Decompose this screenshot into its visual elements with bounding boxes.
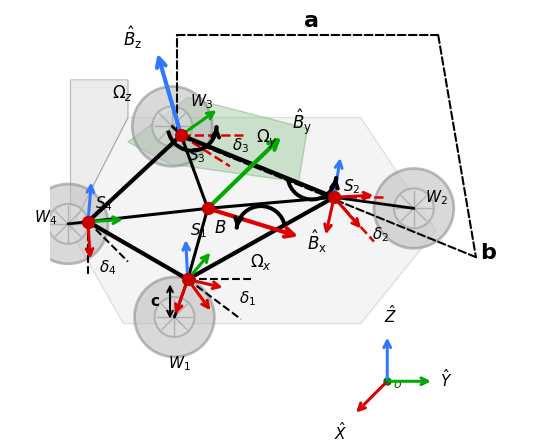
Text: b: b [480,243,496,263]
Text: $\delta_3$: $\delta_3$ [232,137,249,155]
Polygon shape [128,98,307,182]
Text: $\delta_1$: $\delta_1$ [239,290,256,308]
Text: $\Omega_z$: $\Omega_z$ [113,83,134,103]
Text: $\hat{Y}$: $\hat{Y}$ [441,368,453,390]
Text: $B$: $B$ [214,220,227,237]
Text: c: c [150,294,159,309]
Text: $S_1$: $S_1$ [190,221,207,240]
Text: $\hat{B}_\mathrm{y}$: $\hat{B}_\mathrm{y}$ [292,107,312,137]
Text: $\hat{X}$: $\hat{X}$ [334,421,348,443]
Text: $\Omega_x$: $\Omega_x$ [250,252,271,271]
Text: $\hat{B}_\mathrm{x}$: $\hat{B}_\mathrm{x}$ [307,228,327,255]
Polygon shape [70,80,128,231]
Text: $\Omega_y$: $\Omega_y$ [256,128,279,151]
Text: $S_3$: $S_3$ [188,146,205,164]
Text: $\delta_4$: $\delta_4$ [99,258,116,277]
Text: a: a [305,11,319,30]
Text: $\hat{B}_\mathrm{z}$: $\hat{B}_\mathrm{z}$ [123,24,143,51]
Text: $\delta_2$: $\delta_2$ [372,225,389,244]
Polygon shape [70,117,436,323]
Text: $S_4$: $S_4$ [95,194,113,213]
Circle shape [152,107,192,146]
Text: $W_4$: $W_4$ [34,208,57,227]
Circle shape [28,184,108,264]
Circle shape [154,297,194,337]
Circle shape [134,277,214,357]
Text: $W_2$: $W_2$ [425,188,448,207]
Text: $\hat{Z}$: $\hat{Z}$ [384,304,397,326]
Circle shape [132,86,212,166]
Circle shape [374,168,454,248]
Text: $W_1$: $W_1$ [168,354,190,373]
Text: $W_3$: $W_3$ [190,93,213,111]
Circle shape [48,204,88,244]
Text: $S_2$: $S_2$ [343,177,360,196]
Circle shape [394,189,434,228]
Text: $o$: $o$ [393,378,401,391]
